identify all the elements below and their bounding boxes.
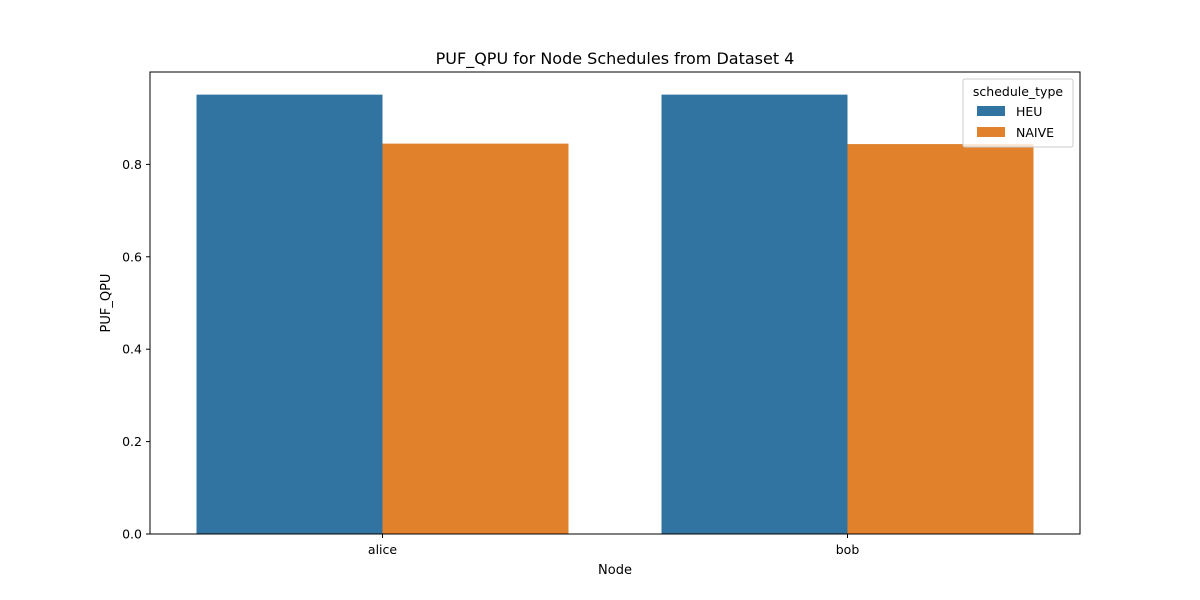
y-axis-label: PUF_QPU xyxy=(99,274,114,333)
y-tick-label: 0.4 xyxy=(122,342,142,357)
y-tick-label: 0.6 xyxy=(122,249,142,264)
x-tick-label: bob xyxy=(836,542,860,557)
legend-swatch-heu xyxy=(977,106,1005,116)
legend-label-heu: HEU xyxy=(1016,104,1042,119)
bar-heu-alice xyxy=(196,94,383,534)
y-tick-label: 0.0 xyxy=(122,527,142,542)
bar-heu-bob xyxy=(661,94,848,534)
legend-swatch-naive xyxy=(977,127,1005,137)
legend-label-naive: NAIVE xyxy=(1016,125,1054,140)
plot-frame xyxy=(149,71,1081,535)
legend-items: HEU NAIVE xyxy=(977,104,1054,140)
legend-title: schedule_type xyxy=(973,84,1064,99)
x-tick-label: alice xyxy=(368,542,397,557)
bar-naive-bob xyxy=(847,144,1034,534)
bar-naive-alice xyxy=(382,143,569,535)
chart-title: PUF_QPU for Node Schedules from Dataset … xyxy=(436,49,795,69)
legend: schedule_type HEU NAIVE xyxy=(962,78,1074,148)
x-axis-label: Node xyxy=(598,563,632,578)
y-tick-label: 0.2 xyxy=(122,434,142,449)
x-axis: alice bob xyxy=(368,534,859,557)
y-tick-label: 0.8 xyxy=(122,157,142,172)
bars-group xyxy=(196,94,1034,535)
y-axis: 0.0 0.2 0.4 0.6 0.8 xyxy=(122,157,150,542)
